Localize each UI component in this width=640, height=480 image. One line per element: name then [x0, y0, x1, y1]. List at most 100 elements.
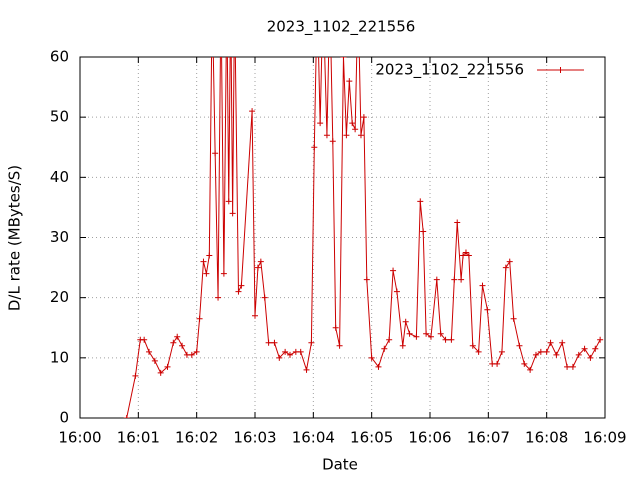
data-point	[343, 132, 350, 139]
data-point	[597, 336, 604, 343]
grid	[80, 57, 605, 418]
data-point	[506, 258, 513, 265]
data-point	[229, 210, 236, 217]
data-point	[575, 351, 582, 358]
data-line	[126, 57, 601, 418]
data-point	[287, 351, 293, 358]
data-point	[587, 354, 594, 361]
data-point	[220, 270, 227, 277]
data-point	[188, 351, 195, 358]
data-point	[157, 369, 164, 376]
data-point	[225, 198, 232, 205]
data-point	[368, 354, 375, 361]
data-point	[151, 357, 158, 364]
data-point	[510, 315, 517, 322]
data-point	[174, 333, 181, 340]
y-tick-label: 40	[50, 168, 69, 186]
data-point	[346, 78, 353, 85]
data-point	[547, 339, 554, 346]
data-point	[381, 345, 388, 352]
data-point	[592, 345, 599, 352]
x-tick-label: 16:09	[583, 429, 626, 447]
data-point	[423, 330, 430, 337]
data-point	[329, 138, 336, 145]
data-point	[516, 342, 523, 349]
data-point	[276, 354, 283, 361]
data-point	[420, 228, 427, 235]
data-point	[437, 330, 444, 337]
data-point	[252, 312, 258, 319]
data-point	[543, 348, 550, 355]
data-point	[363, 276, 370, 283]
data-point	[581, 345, 588, 352]
data-point	[238, 282, 245, 289]
y-tick-label: 10	[50, 348, 69, 366]
data-point	[317, 120, 324, 127]
data-point	[357, 132, 364, 139]
data-point	[393, 288, 400, 295]
legend-marker	[557, 67, 564, 73]
data-point	[132, 372, 139, 379]
data-point	[311, 144, 318, 151]
data-point	[479, 282, 486, 289]
data-point	[203, 270, 210, 277]
data-point	[261, 294, 268, 301]
x-tick-label: 16:07	[467, 429, 510, 447]
y-tick-label: 0	[59, 409, 69, 427]
data-point	[196, 315, 203, 322]
data-point	[257, 258, 264, 265]
data-point	[146, 348, 153, 355]
data-point	[360, 114, 367, 121]
data-point	[297, 348, 304, 355]
data-point	[527, 366, 534, 373]
data-point	[215, 294, 222, 301]
data-point	[494, 360, 501, 367]
data-point	[469, 342, 476, 349]
data-point	[212, 150, 219, 157]
data-point	[164, 363, 171, 370]
data-point	[559, 339, 566, 346]
data-point	[179, 342, 186, 349]
data-point	[427, 333, 434, 340]
y-tick-label: 30	[50, 228, 69, 246]
y-axis-label: D/L rate (MBytes/S)	[6, 165, 24, 311]
data-point	[141, 336, 148, 343]
data-point	[569, 363, 576, 370]
data-point	[465, 252, 472, 259]
x-tick-label: 16:02	[175, 429, 218, 447]
data-point	[282, 348, 289, 355]
data-point	[502, 264, 509, 271]
data-point	[442, 336, 449, 343]
data-point	[323, 132, 330, 139]
data-point	[532, 351, 539, 358]
data-point	[336, 342, 343, 349]
data-point	[123, 415, 130, 418]
data-point	[206, 252, 213, 259]
data-point	[454, 219, 461, 226]
data-point	[375, 363, 382, 370]
data-point	[332, 324, 339, 331]
data-point	[484, 306, 491, 313]
data-point	[340, 57, 347, 60]
data-point	[498, 348, 505, 355]
data-point	[462, 249, 469, 256]
data-point	[458, 276, 465, 283]
data-point	[200, 258, 207, 265]
data-point	[451, 276, 458, 283]
data-point	[448, 336, 455, 343]
data-point	[417, 198, 424, 205]
data-point	[460, 252, 467, 259]
data-point	[521, 360, 528, 367]
data-point	[249, 108, 256, 115]
data-point	[308, 339, 315, 346]
data-point	[413, 333, 420, 340]
data-point	[303, 366, 310, 373]
data-point	[433, 276, 440, 283]
y-tick-label: 20	[50, 288, 69, 306]
x-tick-label: 16:04	[292, 429, 335, 447]
data-point	[265, 339, 272, 346]
plot-area	[123, 57, 604, 418]
data-point	[352, 126, 359, 133]
